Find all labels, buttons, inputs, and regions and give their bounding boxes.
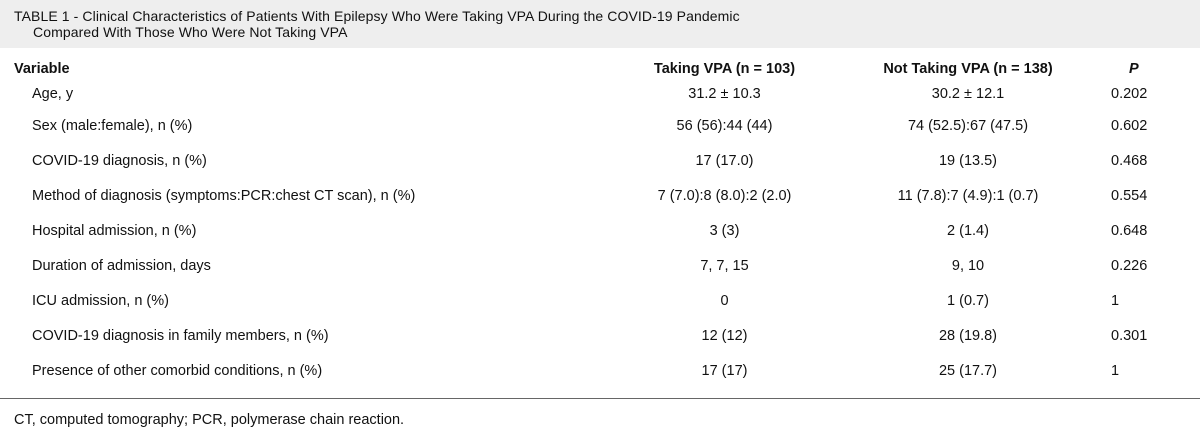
table-row: Sex (male:female), n (%) 56 (56):44 (44)…: [0, 108, 1200, 143]
cell-not-taking-vpa: 30.2 ± 12.1: [931, 86, 1005, 102]
cell-p-value: 0.202: [1111, 86, 1148, 102]
cell-variable: ICU admission, n (%): [32, 292, 169, 309]
cell-p-value: 0.301: [1111, 327, 1148, 344]
header-variable: Variable: [14, 61, 70, 77]
table-caption: TABLE 1 - Clinical Characteristics of Pa…: [0, 0, 1200, 48]
cell-not-taking-vpa: 1 (0.7): [947, 292, 989, 309]
cell-p-value: 1: [1111, 292, 1120, 309]
table-row: Method of diagnosis (symptoms:PCR:chest …: [0, 178, 1200, 213]
cell-taking-vpa: 17 (17): [701, 362, 748, 379]
table-row: ICU admission, n (%) 0 1 (0.7) 1: [0, 283, 1200, 318]
cell-taking-vpa: 17 (17.0): [695, 152, 754, 169]
cell-variable: COVID-19 diagnosis in family members, n …: [32, 327, 329, 344]
header-not-taking-vpa: Not Taking VPA (n = 138): [883, 61, 1053, 77]
cell-variable: Duration of admission, days: [32, 257, 211, 274]
footnote-text: CT, computed tomography; PCR, polymerase…: [14, 412, 405, 428]
clinical-characteristics-table: Variable Taking VPA (n = 103) Not Taking…: [0, 58, 1200, 388]
table-footnote: CT, computed tomography; PCR, polymerase…: [0, 398, 1200, 439]
cell-variable: Method of diagnosis (symptoms:PCR:chest …: [32, 187, 416, 204]
cell-variable: Hospital admission, n (%): [32, 222, 197, 239]
cell-taking-vpa: 0: [720, 292, 729, 309]
cell-taking-vpa: 7 (7.0):8 (8.0):2 (2.0): [657, 187, 792, 204]
caption-line-1: TABLE 1 - Clinical Characteristics of Pa…: [14, 8, 740, 24]
cell-variable: Age, y: [32, 86, 74, 102]
cell-p-value: 0.226: [1111, 257, 1148, 274]
table-row: Age, y 31.2 ± 10.3 30.2 ± 12.1 0.202: [0, 80, 1200, 108]
cell-taking-vpa: 56 (56):44 (44): [676, 117, 773, 134]
cell-not-taking-vpa: 11 (7.8):7 (4.9):1 (0.7): [897, 187, 1039, 204]
cell-not-taking-vpa: 25 (17.7): [938, 362, 998, 379]
header-taking-vpa: Taking VPA (n = 103): [653, 61, 796, 77]
header-p-value: P: [1129, 61, 1139, 77]
table-row: Duration of admission, days 7, 7, 15 9, …: [0, 248, 1200, 283]
caption-line-2: Compared With Those Who Were Not Taking …: [33, 24, 348, 40]
cell-not-taking-vpa: 9, 10: [951, 257, 985, 274]
cell-not-taking-vpa: 74 (52.5):67 (47.5): [907, 117, 1029, 134]
table-row: Hospital admission, n (%) 3 (3) 2 (1.4) …: [0, 213, 1200, 248]
cell-p-value: 1: [1111, 362, 1120, 379]
table-row: COVID-19 diagnosis in family members, n …: [0, 318, 1200, 353]
cell-p-value: 0.468: [1111, 152, 1148, 169]
cell-taking-vpa: 31.2 ± 10.3: [688, 86, 761, 102]
cell-p-value: 0.648: [1111, 222, 1148, 239]
table-row: Presence of other comorbid conditions, n…: [0, 353, 1200, 388]
cell-variable: COVID-19 diagnosis, n (%): [32, 152, 207, 169]
cell-variable: Sex (male:female), n (%): [32, 117, 193, 134]
table-header-row: Variable Taking VPA (n = 103) Not Taking…: [0, 58, 1200, 80]
cell-p-value: 0.602: [1111, 117, 1148, 134]
cell-taking-vpa: 3 (3): [709, 222, 740, 239]
cell-taking-vpa: 7, 7, 15: [700, 257, 749, 274]
cell-not-taking-vpa: 19 (13.5): [938, 152, 998, 169]
cell-variable: Presence of other comorbid conditions, n…: [32, 362, 323, 379]
table-row: COVID-19 diagnosis, n (%) 17 (17.0) 19 (…: [0, 143, 1200, 178]
cell-not-taking-vpa: 2 (1.4): [947, 222, 989, 239]
cell-not-taking-vpa: 28 (19.8): [938, 327, 998, 344]
cell-p-value: 0.554: [1111, 187, 1148, 204]
cell-taking-vpa: 12 (12): [701, 327, 748, 344]
